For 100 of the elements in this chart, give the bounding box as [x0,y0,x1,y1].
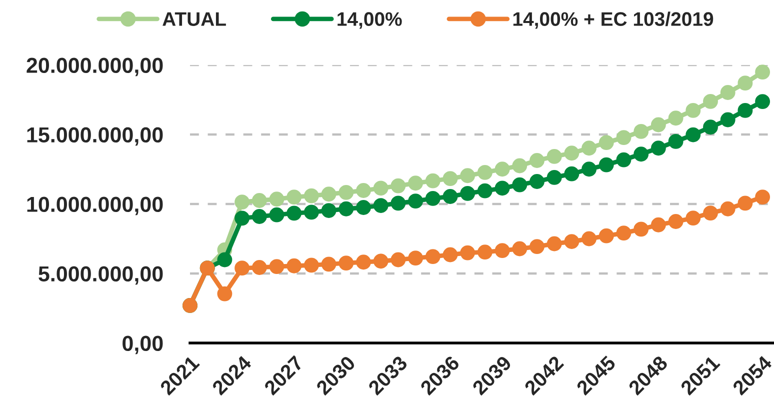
point [616,226,632,241]
y-tick-label: 15.000.000,00 [27,127,163,146]
point [321,256,336,272]
point [755,64,770,80]
point [703,206,718,220]
point [686,127,701,142]
y-tick-label: 5.000.000,00 [38,266,163,285]
point [373,198,388,213]
point [738,102,753,118]
point [390,252,406,268]
point [234,210,250,226]
point [634,146,649,162]
point [530,174,544,189]
point [269,192,284,207]
point [755,190,770,205]
point [286,190,302,205]
point [494,180,510,196]
point [356,254,371,270]
point [234,260,250,276]
point [598,157,614,172]
point [564,166,580,182]
point [703,94,718,109]
point [321,203,336,218]
point [686,210,701,226]
point [442,189,458,204]
point [338,185,354,200]
legend-label: ATUAL [162,12,226,26]
legend-label: 14,00% + EC 103/2019 [513,12,714,29]
point [217,252,232,268]
point [442,171,458,186]
y-tick-label: 20.000.000,00 [26,58,163,76]
point [390,196,406,211]
point [252,260,267,275]
point [634,222,649,237]
point [477,164,492,180]
point [460,168,476,184]
point [252,209,267,224]
point [390,178,406,194]
point [650,217,666,232]
point [408,176,424,191]
point [304,204,319,220]
point [408,194,424,209]
point [582,140,597,156]
point [686,102,701,118]
point [616,130,632,146]
point [650,140,666,156]
point [269,207,284,222]
point [512,241,528,256]
point [425,173,440,188]
point [616,152,632,168]
point [373,180,388,196]
point [530,153,544,168]
y-tick-label: 10.000.000,00 [27,196,163,216]
point [755,94,770,110]
point [425,190,440,206]
point [425,249,440,264]
point [252,193,267,208]
point [338,201,354,216]
point [720,112,736,128]
point [546,149,562,164]
point [530,239,544,254]
point [494,243,510,258]
point [494,162,510,177]
point [286,206,302,221]
point [738,196,753,211]
point [356,200,371,215]
point [269,259,284,274]
point [460,186,476,201]
point [720,85,736,100]
point [460,245,476,260]
point [668,134,684,149]
point [703,120,718,135]
point [582,162,597,177]
point [598,228,614,244]
point [738,76,753,91]
point [720,201,736,216]
point [582,231,597,246]
point [650,117,666,132]
legend-label: 14,00% [338,12,402,29]
point [477,244,492,260]
point [321,186,336,202]
point [546,236,562,252]
point [338,256,354,271]
point [668,214,684,229]
point [356,183,371,198]
point [286,258,302,274]
point [564,146,580,161]
y-tick-label: 0,00 [122,336,163,354]
point [234,194,250,210]
point [634,124,649,139]
point [304,188,319,204]
point [668,110,684,126]
point [564,234,580,249]
point [442,247,458,262]
point [217,286,232,302]
point [512,158,528,174]
point [304,258,319,273]
point [477,183,492,198]
point [598,135,614,150]
point [512,177,528,192]
